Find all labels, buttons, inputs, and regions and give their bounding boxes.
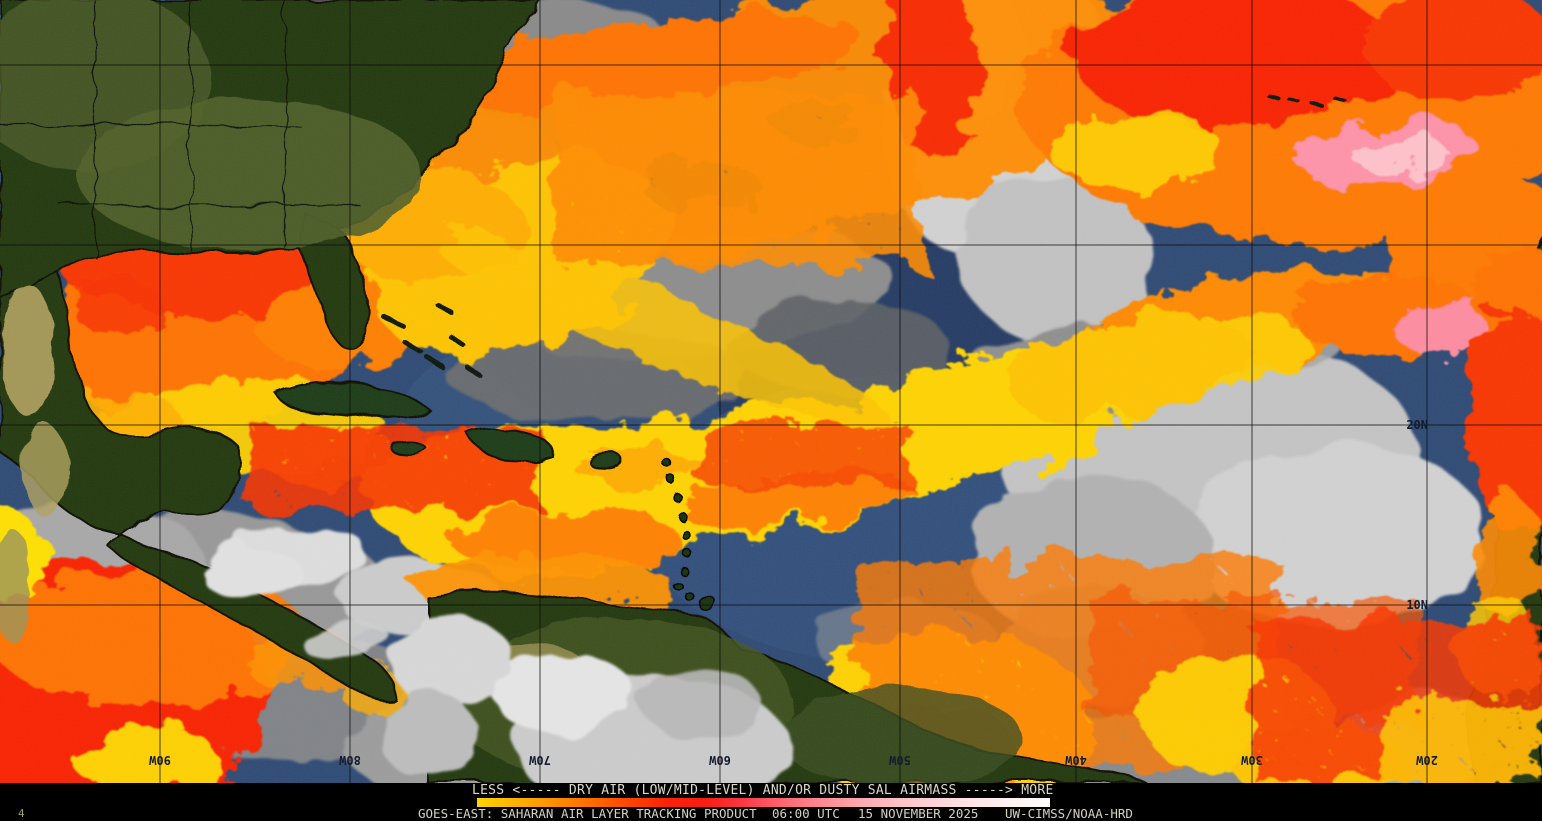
legend-bar: LESS <----- DRY AIR (LOW/MID-LEVEL) AND/… [0,783,1542,820]
longitude-label: 60W [708,753,730,767]
valid-time: 06:00 UTC [772,806,840,821]
longitude-label: 90W [148,753,170,767]
agency-credit: UW-CIMSS/NOAA-HRD [1005,806,1133,821]
longitude-label: 50W [888,753,910,767]
grain-texture [0,0,1542,783]
colorbar-caption: LESS <----- DRY AIR (LOW/MID-LEVEL) AND/… [472,783,1054,798]
longitude-label: 70W [528,753,550,767]
satellite-composite-image: 90W 80W 70W 60W 50W 40W 30W 20W 20N 10N [0,0,1542,783]
longitude-label: 30W [1240,753,1262,767]
corner-mark: 4 [18,807,25,820]
latlon-grid [0,0,1542,783]
valid-date: 15 NOVEMBER 2025 [858,806,979,821]
satellite-map: 90W 80W 70W 60W 50W 40W 30W 20W 20N 10N [0,0,1542,783]
product-title: GOES-EAST: SAHARAN AIR LAYER TRACKING PR… [418,806,757,821]
longitude-label: 80W [338,753,360,767]
colorbar [477,798,1050,807]
longitude-label: 20W [1415,753,1437,767]
longitude-label: 40W [1064,753,1086,767]
latitude-label: 10N [1406,598,1428,612]
latitude-label: 20N [1406,418,1428,432]
latlon-labels: 90W 80W 70W 60W 50W 40W 30W 20W 20N 10N [148,418,1437,767]
credit-line: GOES-EAST: SAHARAN AIR LAYER TRACKING PR… [0,807,1542,820]
